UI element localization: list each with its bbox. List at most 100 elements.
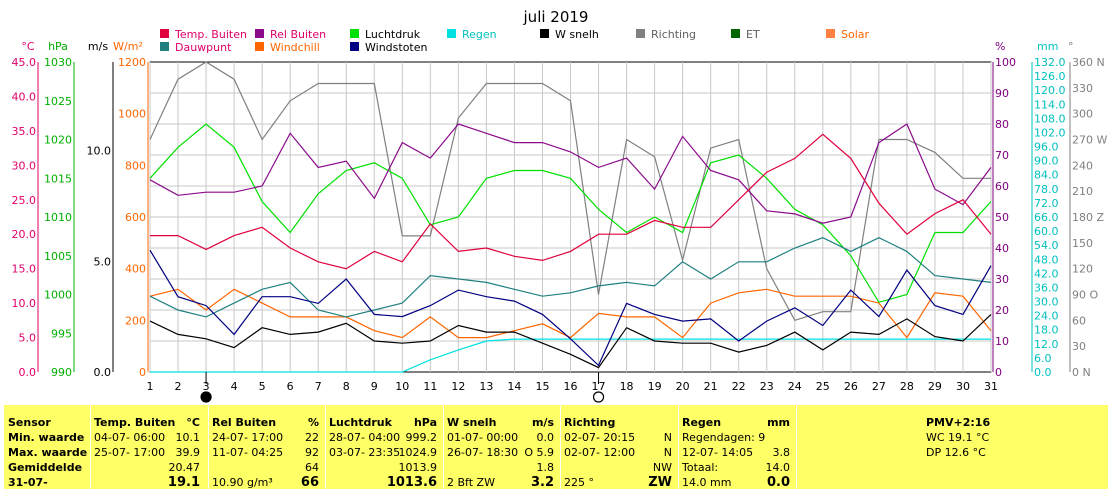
axis-tick-left: 15.0 [12, 263, 37, 276]
axis-tick-right: 330 [1072, 82, 1093, 95]
x-tick-label: 6 [287, 380, 294, 393]
pmv-line: DP 12.6 °C [926, 446, 986, 459]
axis-tick-right: 30.0 [1034, 296, 1059, 309]
axis-tick-right: 210 [1072, 185, 1093, 198]
x-axis-ticks: 1 2 3 4 5 6 7 8 9 10 11 12 13 14 15 16 17 18 19 20 21 22 23 24 2… [147, 372, 998, 403]
series-line-windchill [149, 288, 992, 339]
axis-tick-right: 90 [995, 87, 1009, 100]
series-line-windstoten [149, 249, 992, 367]
column-header: Temp. Buiten [94, 416, 176, 429]
new-moon-marker [200, 391, 212, 403]
legend-label: Dauwpunt [175, 41, 232, 54]
cell-value: 20.47 [168, 461, 201, 474]
x-tick-label: 5 [259, 380, 266, 393]
axis-tick-left: 1030 [44, 56, 72, 69]
x-tick-label: 24 [788, 380, 802, 393]
row-label-current: 31-07- [8, 476, 48, 489]
axis-tick-right: 90.0 [1034, 155, 1059, 168]
axis-tick-left: 0.0 [94, 366, 112, 379]
axis-unit-left: W/m² [113, 40, 143, 53]
axis-tick-right: 270 W [1072, 134, 1107, 147]
x-tick-label: 21 [704, 380, 718, 393]
sensor-column: Sensor Min. waarde Max. waarde Gemiddeld… [4, 405, 91, 489]
axis-tick-right: 100 [995, 56, 1016, 69]
axis-tick-right: 70 [995, 149, 1009, 162]
row-label-min: Min. waarde [8, 431, 85, 444]
x-tick-label: 31 [984, 380, 998, 393]
cell-value: 19.1 [167, 475, 200, 489]
regen-column: Regen mm Regendagen: 9 12-07- 14:05 3.8 Totaa… [678, 405, 797, 489]
axis-tick-right: 150 [1072, 237, 1093, 250]
axis-tick-right: 60 [1072, 314, 1086, 327]
cell-value: 10.1 [175, 431, 201, 444]
x-tick-label: 30 [956, 380, 970, 393]
legend-swatch [160, 29, 169, 38]
cell-timestamp: 225 ° [564, 476, 594, 489]
x-tick-label: 8 [343, 380, 350, 393]
axis-tick-left: 20.0 [12, 228, 37, 241]
axis-tick-left: 1015 [44, 172, 72, 185]
axis-tick-left: 995 [51, 327, 72, 340]
legend-label: Solar [841, 28, 870, 41]
row-label-avg: Gemiddelde [8, 461, 83, 474]
axis-tick-right: 10 [995, 335, 1009, 348]
axis-tick-right: 36.0 [1034, 281, 1059, 294]
axis-tick-right: 180 Z [1072, 211, 1104, 224]
legend-swatch [255, 42, 264, 51]
axis-tick-left: 1020 [44, 134, 72, 147]
legend-swatch [540, 29, 549, 38]
axis-tick-left: 200 [125, 314, 146, 327]
axis-tick-right: 300 [1072, 108, 1093, 121]
column-unit: °C [186, 416, 200, 429]
legend-swatch [447, 29, 456, 38]
cell-timestamp: 03-07- 23:35 [329, 446, 401, 459]
x-tick-label: 17 [592, 380, 606, 393]
summary-table: Sensor Min. waarde Max. waarde Gemiddeld… [4, 405, 1108, 489]
axis-tick-left: 0 [139, 366, 146, 379]
axis-tick-right: 18.0 [1034, 324, 1059, 337]
wind-column: W snelh m/s 01-07- 00:00 0.0 26-07- 18:30 O 5… [443, 405, 561, 489]
x-tick-label: 2 [175, 380, 182, 393]
axis-tick-right: 108.0 [1034, 112, 1066, 125]
x-tick-label: 18 [620, 380, 634, 393]
rel-column: Rel Buiten% 24-07- 17:00 22 11-07- 04:25 92 6… [208, 405, 326, 489]
legend-label: Windchill [270, 41, 320, 54]
cell-timestamp: 02-07- 20:15 [564, 431, 636, 444]
column-header: Rel Buiten [212, 416, 277, 429]
x-tick-label: 10 [395, 380, 409, 393]
druk-column: Luchtdruk hPa 28-07- 04:00 999.2 03-07- 23:3… [325, 405, 444, 489]
x-tick-label: 19 [648, 380, 662, 393]
axis-tick-left: 990 [51, 366, 72, 379]
axis-tick-left: 35.0 [12, 125, 37, 138]
legend-swatch [350, 42, 359, 51]
x-tick-label: 1 [147, 380, 154, 393]
cell-timestamp: 11-07- 04:25 [212, 446, 284, 459]
axis-tick-right: 42.0 [1034, 267, 1059, 280]
axis-tick-right: 102.0 [1034, 126, 1066, 139]
axis-tick-right: 84.0 [1034, 169, 1059, 182]
cell-timestamp: 10.90 g/m³ [212, 476, 273, 489]
chart-legend: Temp. Buiten Rel Buiten Luchtdruk Regen W sn… [160, 28, 870, 54]
cell-timestamp: 26-07- 18:30 [447, 446, 519, 459]
axis-tick-left: 1005 [44, 250, 72, 263]
row-label-max: Max. waarde [8, 446, 88, 459]
axis-tick-left: 40.0 [12, 90, 37, 103]
legend-swatch [636, 29, 645, 38]
x-tick-label: 22 [732, 380, 746, 393]
cell-timestamp: 04-07- 06:00 [94, 431, 166, 444]
axis-tick-left: 5.0 [94, 255, 112, 268]
axis-tick-right: 120.0 [1034, 84, 1066, 97]
plot-area [149, 61, 992, 373]
axis-tick-left: 1025 [44, 95, 72, 108]
cell-value: 22 [305, 431, 319, 444]
legend-label: W snelh [555, 28, 599, 41]
axis-tick-right: 50 [995, 211, 1009, 224]
legend-label: ET [746, 28, 760, 41]
axis-tick-right: 0.0 [1034, 366, 1052, 379]
axis-tick-right: 90 O [1072, 289, 1098, 302]
axis-unit-left: hPa [48, 40, 68, 53]
axis-tick-left: 400 [125, 263, 146, 276]
axis-unit-left: °C [21, 40, 35, 53]
full-moon-marker [592, 391, 605, 403]
legend-label: Luchtdruk [365, 28, 421, 41]
